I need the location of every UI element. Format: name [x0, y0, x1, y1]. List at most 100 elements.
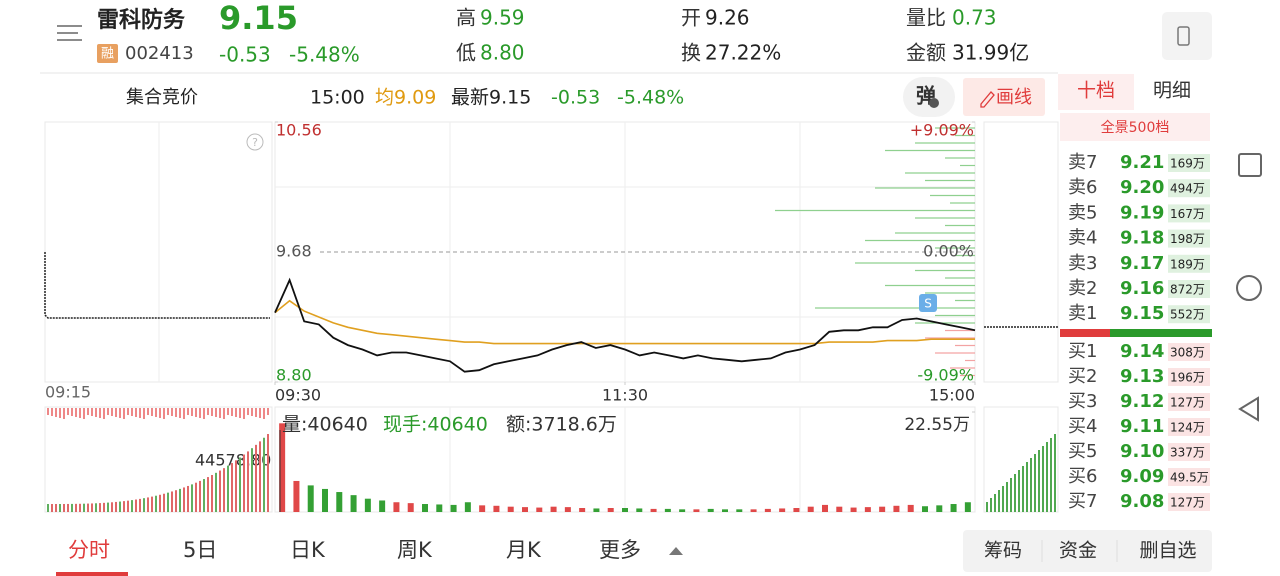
volume-bar [422, 504, 428, 512]
auction-bar [67, 503, 69, 512]
book-price: 9.09 [1120, 466, 1164, 487]
after-bar [1042, 446, 1044, 512]
help-icon [246, 133, 264, 151]
subbar-change: -0.53 [551, 87, 600, 109]
volume-bar [707, 508, 714, 512]
book-label: 买1 [1068, 341, 1097, 362]
depth-bar [1168, 368, 1210, 386]
bottom-tab[interactable]: 月K [506, 538, 542, 562]
nav-back[interactable] [1238, 396, 1259, 422]
auction-top [263, 408, 265, 419]
popup-dot [929, 98, 939, 108]
auction-bar [115, 501, 117, 512]
book-volume: 169万 [1170, 157, 1205, 171]
action-button[interactable]: 删自选 [1139, 540, 1196, 562]
auction-top [199, 408, 201, 418]
bottom-tab[interactable]: 周K [397, 538, 433, 562]
after-bar [1050, 438, 1052, 512]
auction-top [231, 408, 233, 416]
auction-top [191, 408, 193, 416]
volume-bar [836, 506, 843, 512]
price: 9.15 [219, 0, 298, 37]
auction-bar [207, 477, 209, 512]
bottom-tab[interactable]: 分时 [68, 538, 110, 562]
auction-top [195, 408, 197, 417]
book-volume: 189万 [1170, 257, 1205, 271]
volume-bar [736, 509, 743, 512]
volume-label: 量:40640 [282, 414, 368, 436]
volume-bar [664, 508, 671, 512]
auction-top [87, 408, 89, 415]
volume-bar [864, 507, 871, 512]
auction-top [67, 408, 69, 415]
auction-top [95, 408, 97, 417]
book-price: 9.14 [1120, 341, 1164, 362]
help-mark: ? [252, 136, 258, 149]
action-button[interactable]: 资金 [1059, 540, 1097, 562]
auction-bar [59, 503, 61, 512]
depth-bar [1168, 393, 1210, 411]
volume-bar [793, 508, 800, 512]
book-tab: 明细 [1153, 80, 1191, 102]
change-pct: -5.48% [289, 43, 360, 67]
auction-bar [267, 434, 269, 512]
auction-bar [63, 503, 65, 512]
volume-frame [44, 406, 273, 513]
y2-tick-label: 0.00% [923, 242, 974, 261]
book-price: 9.13 [1120, 366, 1164, 387]
auction-top [139, 408, 141, 418]
auction-bar [107, 502, 109, 512]
tab-underline [56, 572, 128, 576]
book-label: 买7 [1068, 491, 1097, 512]
volume-bar [636, 508, 643, 512]
volume-bar [922, 506, 928, 512]
stock-code: 002413 [125, 43, 194, 64]
volume-bar [464, 502, 471, 512]
after-bar [1018, 470, 1020, 512]
auction-top [147, 408, 149, 415]
auction-bar [155, 495, 157, 512]
auction-bar [83, 503, 85, 512]
after-bar [998, 490, 1000, 512]
auction-top [255, 408, 257, 417]
popup-button[interactable] [903, 77, 955, 117]
volume-bar [693, 509, 700, 512]
volume-bar [779, 508, 786, 512]
auction-top [135, 408, 137, 417]
book-volume: 198万 [1170, 232, 1205, 246]
change: -0.53 [219, 43, 271, 67]
stock-name: 雷科防务 [97, 8, 186, 33]
stat-value: 0.73 [952, 6, 997, 30]
bottom-tab[interactable]: 更多 [599, 538, 641, 562]
volume-bar [279, 423, 286, 512]
subbar-avg: 均9.09 [375, 87, 436, 109]
bottom-tab[interactable]: 5日 [183, 538, 217, 562]
bottom-tab[interactable]: 日K [290, 538, 326, 562]
auction-bar [195, 482, 197, 512]
after-bar [1010, 478, 1012, 512]
auction-top [243, 408, 245, 419]
auction-bar [127, 500, 129, 512]
auction-top [99, 408, 101, 418]
book-label: 卖2 [1068, 278, 1097, 299]
nav-home[interactable] [1236, 275, 1262, 301]
volume-frame [983, 406, 1059, 513]
s-marker-text: S [924, 297, 932, 311]
auction-bar [235, 460, 237, 512]
volume-bar [622, 508, 628, 512]
auction-top [63, 408, 65, 419]
action-button[interactable]: 筹码 [984, 540, 1022, 562]
volume-bar [764, 508, 771, 512]
nav-recent[interactable] [1238, 153, 1262, 177]
auction-top [75, 408, 77, 417]
volume-bar [493, 505, 500, 512]
book-volume: 127万 [1170, 496, 1205, 510]
auction-bar [163, 493, 165, 512]
device-button[interactable] [1162, 12, 1212, 60]
auction-bar [55, 503, 57, 512]
y-tick-label: 8.80 [276, 366, 312, 385]
book-tab-active[interactable] [1058, 74, 1134, 110]
volume-bar [479, 505, 486, 512]
after-bar [1006, 482, 1008, 512]
volume-tick-label: 22.55万 [904, 415, 970, 435]
